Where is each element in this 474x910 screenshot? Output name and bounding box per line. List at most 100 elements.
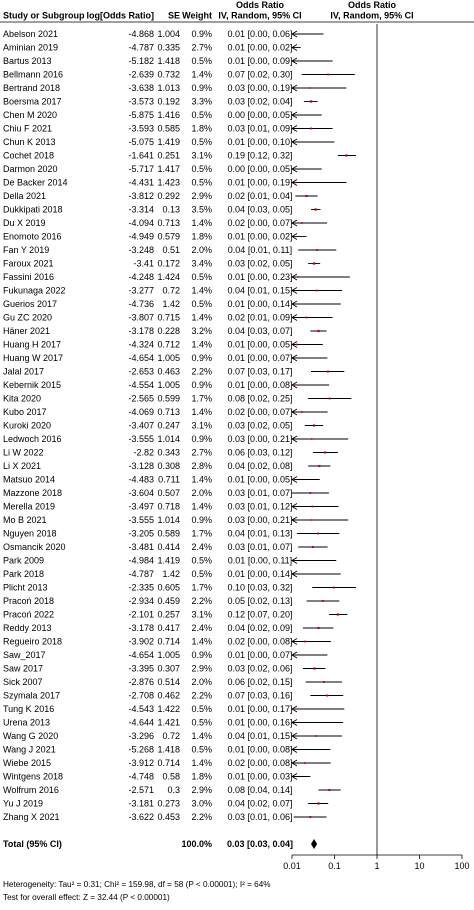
study-row: Du X 2019 -4.094 0.713 1.4% 0.02 [0.00, 0.07… — [3, 218, 328, 228]
point-estimate — [292, 708, 295, 710]
study-row: Li W 2022 -2.82 0.343 2.7% 0.06 [0.03, 0.12] — [3, 448, 338, 458]
study-se: 1.419 — [157, 556, 180, 566]
study-ci-text: 0.03 [0.01, 0.09] — [227, 124, 292, 134]
study-log-or: -3.296 — [128, 731, 154, 741]
study-weight: 1.4% — [191, 758, 212, 768]
study-weight: 1.8% — [191, 232, 212, 242]
study-ci-text: 0.01 [0.00, 0.23] — [227, 272, 292, 282]
study-ci-text: 0.03 [0.02, 0.06] — [227, 664, 292, 674]
study-row: Li X 2021 -3.128 0.308 2.8% 0.04 [0.02, 0.08… — [3, 461, 331, 471]
study-log-or: -2.82 — [133, 448, 154, 458]
study-ci-text: 0.01 [0.00, 0.10] — [227, 137, 292, 147]
study-se: 1.005 — [157, 650, 180, 660]
study-se: 0.343 — [157, 448, 180, 458]
study-row: Park 2009 -4.984 1.419 0.5% 0.01 [0.00, 0.11… — [3, 556, 337, 566]
study-weight: 3.0% — [191, 799, 212, 809]
study-log-or: -4.248 — [128, 272, 154, 282]
study-log-or: -3.181 — [128, 799, 154, 809]
study-name: Huang H 2017 — [3, 340, 61, 350]
ci-clip-arrow — [291, 732, 298, 740]
study-row: Matsuo 2014 -4.483 0.711 1.4% 0.01 [0.00, 0.… — [3, 475, 320, 485]
study-se: 0.72 — [162, 731, 180, 741]
ci-clip-arrow — [291, 179, 298, 186]
study-weight: 1.7% — [191, 529, 212, 539]
study-weight: 1.8% — [191, 772, 212, 782]
study-name: Tung K 2016 — [3, 704, 54, 714]
study-row: Park 2018 -4.787 1.42 0.5% 0.01 [0.00, 0.14] — [3, 569, 341, 579]
study-se: 1.422 — [157, 704, 180, 714]
study-ci-text: 0.01 [0.00, 0.16] — [227, 718, 292, 728]
study-log-or: -5.075 — [128, 137, 154, 147]
study-name: Guerios 2017 — [3, 299, 57, 309]
study-ci-text: 0.03 [0.01, 0.07] — [227, 542, 292, 552]
study-weight: 0.9% — [191, 83, 212, 93]
total-label: Total (95% CI) — [3, 839, 62, 849]
study-log-or: -5.875 — [128, 110, 154, 120]
study-se: 0.459 — [157, 596, 180, 606]
point-estimate — [294, 181, 297, 184]
study-weight: 1.7% — [191, 583, 212, 593]
study-ci-text: 0.04 [0.02, 0.09] — [227, 623, 292, 633]
study-se: 0.713 — [157, 218, 180, 228]
study-se: 0.3 — [167, 785, 180, 795]
study-log-or: -3.902 — [128, 637, 154, 647]
study-se: 0.414 — [157, 542, 180, 552]
study-row: Enomoto 2016 -4.949 0.579 1.8% 0.01 [0.00, 0… — [3, 232, 307, 242]
study-log-or: -4.984 — [128, 556, 154, 566]
study-ci-text: 0.01 [0.00, 0.09] — [227, 56, 292, 66]
study-weight: 0.5% — [191, 110, 212, 120]
study-se: 0.714 — [157, 758, 180, 768]
study-ci-text: 0.03 [0.02, 0.04] — [227, 97, 292, 107]
study-row: Della 2021 -3.812 0.292 2.9% 0.02 [0.01, 0.0… — [3, 191, 318, 201]
study-weight: 1.4% — [191, 637, 212, 647]
study-log-or: -2.565 — [128, 394, 154, 404]
study-row: Darmon 2020 -5.717 1.417 0.5% 0.00 [0.00, 0.… — [3, 164, 322, 174]
study-ci-text: 0.01 [0.00, 0.11] — [228, 556, 292, 566]
point-estimate — [333, 586, 335, 589]
ci-clip-arrow — [291, 503, 298, 510]
study-row: Sick 2007 -2.876 0.514 2.0% 0.06 [0.02, 0.15… — [3, 677, 342, 687]
study-row: Guerios 2017 -4.736 1.42 0.5% 0.01 [0.00, 0.… — [3, 299, 341, 309]
study-name: Mo B 2021 — [3, 515, 47, 525]
study-ci-text: 0.02 [0.00, 0.07] — [227, 407, 292, 417]
study-row: Fan Y 2019 -3.248 0.51 2.0% 0.04 [0.01, 0.11… — [3, 245, 337, 255]
point-estimate — [311, 546, 314, 548]
study-log-or: -4.748 — [128, 772, 154, 782]
study-name: Cochet 2018 — [3, 151, 54, 161]
study-name: Häner 2021 — [3, 326, 50, 336]
ci-clip-arrow — [291, 138, 298, 146]
study-row: Dukkipati 2018 -3.314 0.13 3.5% 0.04 [0.03, … — [3, 205, 321, 215]
total-ci-text: 0.03 [0.03, 0.04] — [227, 839, 293, 849]
point-estimate — [310, 438, 313, 440]
study-row: Tung K 2016 -4.543 1.422 0.5% 0.01 [0.00, 0.… — [3, 704, 345, 714]
header-weight: Weight — [182, 11, 212, 21]
study-log-or: -4.736 — [128, 299, 154, 309]
study-name: Aminian 2019 — [3, 43, 58, 53]
study-weight: 2.4% — [191, 623, 212, 633]
study-row: Bertrand 2018 -3.638 1.013 0.9% 0.03 [0.00, … — [3, 83, 347, 93]
study-ci-text: 0.10 [0.03, 0.32] — [227, 583, 292, 593]
ci-clip-arrow — [291, 30, 298, 38]
study-se: 0.463 — [157, 367, 180, 377]
study-log-or: -3.638 — [128, 83, 154, 93]
study-weight: 3.1% — [191, 151, 212, 161]
study-weight: 1.4% — [191, 286, 212, 296]
study-name: Chun K 2013 — [3, 137, 56, 147]
study-log-or: -2.101 — [128, 610, 154, 620]
study-log-or: -4.787 — [128, 43, 154, 53]
point-estimate — [328, 397, 331, 400]
study-weight: 0.5% — [191, 178, 212, 188]
study-weight: 2.0% — [191, 677, 212, 687]
study-se: 1.424 — [157, 272, 180, 282]
study-name: Wiebe 2015 — [3, 758, 51, 768]
study-weight: 2.4% — [191, 542, 212, 552]
study-se: 0.335 — [157, 43, 180, 53]
study-row: Osmancik 2020 -3.481 0.414 2.4% 0.03 [0.01, … — [3, 542, 328, 552]
study-row: Reddy 2013 -3.178 0.417 2.4% 0.04 [0.02, 0.0… — [3, 623, 334, 633]
point-estimate — [317, 802, 320, 805]
study-name: Enomoto 2016 — [3, 232, 62, 242]
study-ci-text: 0.06 [0.02, 0.15] — [227, 677, 292, 687]
study-weight: 0.5% — [191, 745, 212, 755]
study-log-or: -5.182 — [128, 56, 154, 66]
